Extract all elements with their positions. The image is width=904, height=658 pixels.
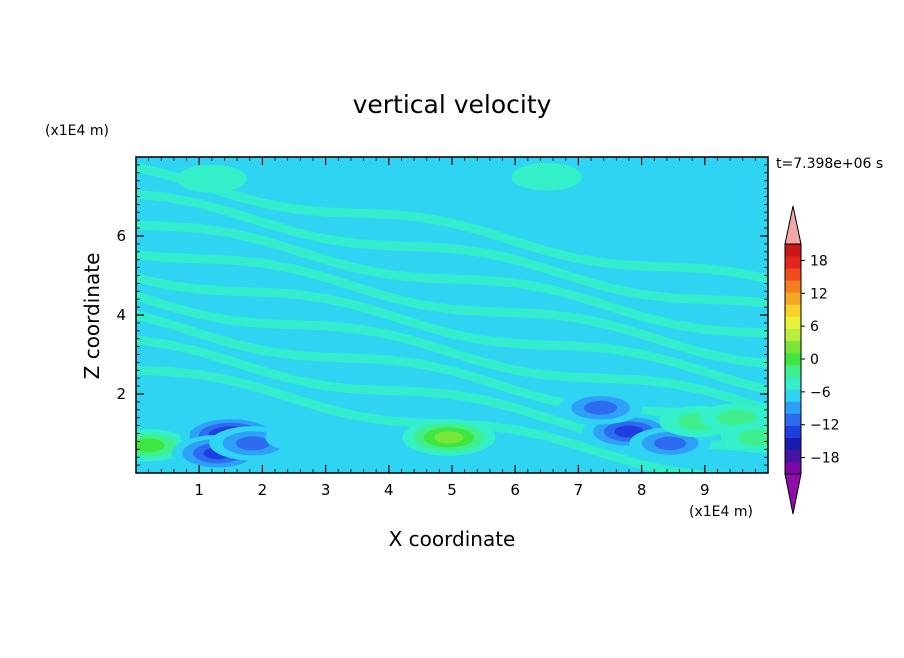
- x-tick-label: 8: [637, 481, 647, 499]
- contour-level: [716, 409, 757, 426]
- colorbar-segment: [785, 461, 801, 475]
- colorbar: 18 12 6 0 −6 −12 −18: [784, 205, 840, 515]
- colorbar-segment: [785, 413, 801, 426]
- colorbar-segment: [785, 328, 801, 342]
- colorbar-segment: [785, 437, 801, 451]
- contour-level: [511, 162, 582, 191]
- colorbar-segment: [785, 425, 801, 438]
- x-tick-label: 1: [194, 481, 204, 499]
- x-tick-label: 6: [510, 481, 520, 499]
- colorbar-segment: [785, 389, 801, 402]
- wave-band: [136, 189, 768, 308]
- contour-level: [235, 436, 271, 451]
- field-feature: [176, 164, 247, 193]
- field-feature: [511, 162, 582, 191]
- colorbar-segment: [785, 365, 801, 378]
- contour-level: [265, 423, 336, 452]
- x-tick-label: 3: [321, 481, 331, 499]
- colorbar-segment: [785, 304, 801, 317]
- colorbar-segment: [785, 280, 801, 293]
- y-unit-label: (x1E4 m): [45, 123, 109, 139]
- contour-level: [583, 400, 618, 415]
- wave-band: [136, 310, 768, 432]
- x-axis-label: X coordinate: [389, 527, 516, 551]
- colorbar-segment: [785, 268, 801, 281]
- x-tick-label: 9: [700, 481, 710, 499]
- contour-level: [176, 164, 247, 193]
- colorbar-tick-label: 12: [810, 286, 828, 302]
- x-tick-label: 4: [384, 481, 394, 499]
- field-feature: [402, 419, 496, 456]
- colorbar-segment: [785, 292, 801, 305]
- y-tick-label: 4: [116, 306, 126, 324]
- colorbar-under-arrow: [784, 473, 802, 515]
- colorbar-tick-label: 0: [810, 352, 819, 368]
- colorbar-segment: [785, 316, 801, 330]
- x-unit-label: (x1E4 m): [689, 504, 753, 520]
- colorbar-segment: [785, 352, 801, 366]
- field-contours: [136, 157, 768, 473]
- colorbar-segment: [785, 244, 801, 257]
- x-tick-label: 7: [574, 481, 584, 499]
- colorbar-over-arrow: [784, 205, 802, 245]
- contour-level: [653, 436, 687, 451]
- chart-title: vertical velocity: [353, 90, 552, 119]
- y-tick-label: 2: [116, 385, 126, 403]
- time-label: t=7.398e+06 s: [776, 156, 883, 172]
- colorbar-segment: [785, 401, 801, 414]
- colorbar-segment: [785, 256, 801, 269]
- field-feature: [720, 422, 768, 453]
- colorbar-tick-label: −6: [810, 385, 831, 401]
- field-feature: [558, 391, 643, 425]
- x-tick-label: 2: [258, 481, 268, 499]
- colorbar-segment: [785, 449, 801, 463]
- colorbar-tick-label: −18: [810, 451, 840, 467]
- y-axis-label: Z coordinate: [80, 253, 104, 380]
- colorbar-tick-label: −12: [810, 418, 840, 434]
- contour-level: [737, 428, 768, 446]
- wave-band: [136, 250, 768, 369]
- field-feature: [265, 423, 336, 452]
- colorbar-tick-label: 18: [810, 253, 828, 269]
- wave-band: [136, 291, 768, 414]
- contour-level: [434, 431, 464, 444]
- wave-band: [136, 220, 768, 338]
- colorbar-segment: [785, 340, 801, 354]
- velocity-field: [136, 157, 768, 473]
- wave-band: [136, 273, 768, 395]
- contour-level: [136, 438, 165, 453]
- axes: 1 2 3 4 5 6 7 8 9 2 4 6: [116, 156, 769, 499]
- colorbar-tick-label: 6: [810, 319, 819, 335]
- wave-band: [136, 162, 768, 284]
- x-tick-label: 5: [447, 481, 457, 499]
- y-tick-label: 6: [116, 227, 126, 245]
- colorbar-segment: [785, 377, 801, 390]
